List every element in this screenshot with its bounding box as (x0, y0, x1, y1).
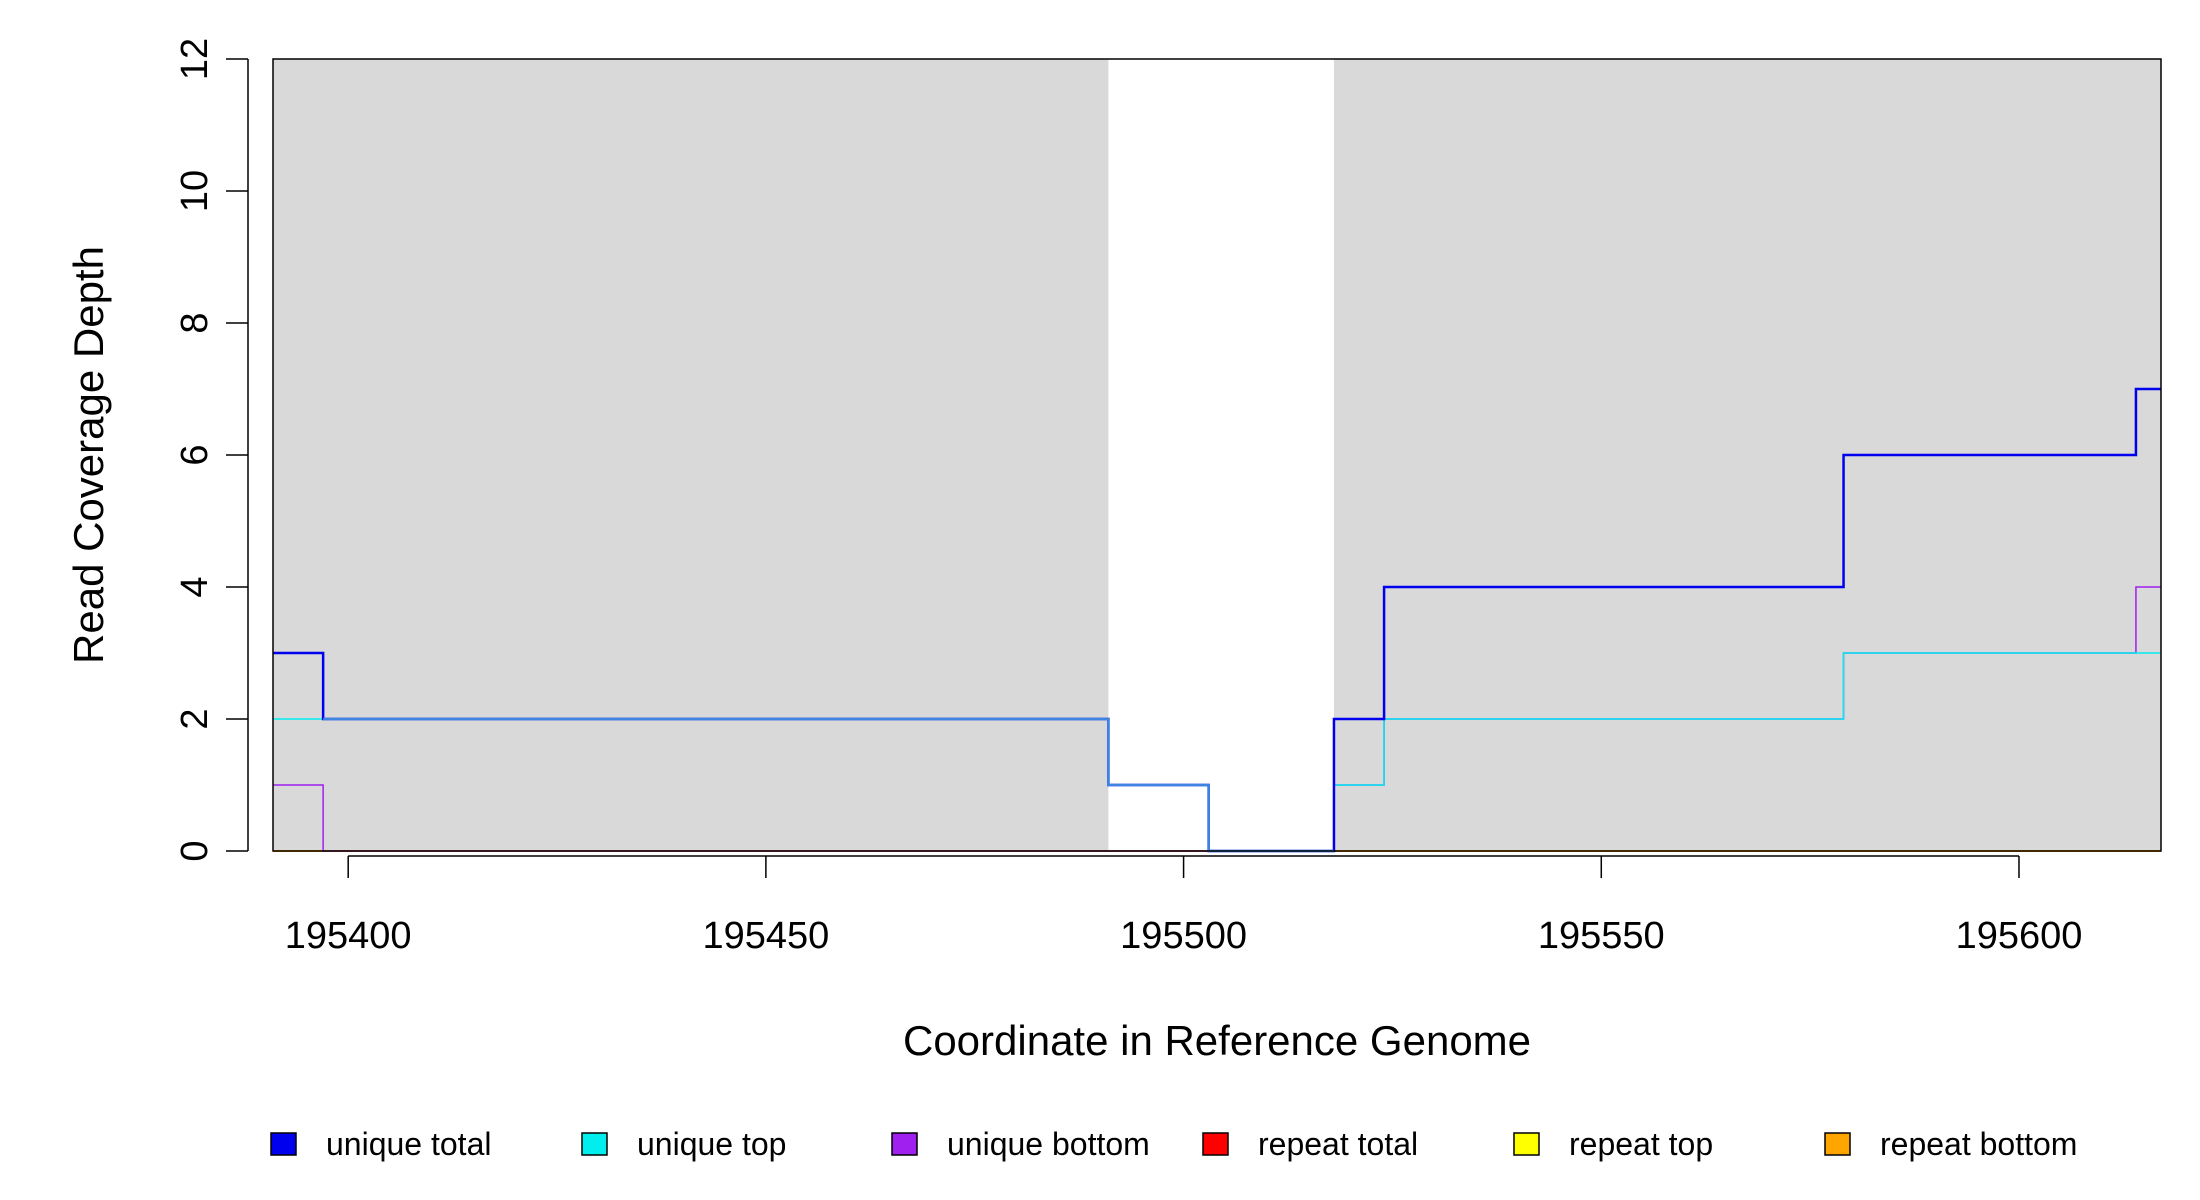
legend-label-unique-bottom: unique bottom (947, 1126, 1150, 1162)
x-axis-title: Coordinate in Reference Genome (903, 1017, 1531, 1064)
y-tick-label-12: 12 (174, 38, 216, 80)
legend-label-unique-total: unique total (326, 1126, 491, 1162)
y-tick-label-4: 4 (174, 576, 216, 597)
legend-label-repeat-total: repeat total (1258, 1126, 1418, 1162)
y-tick-label-2: 2 (174, 708, 216, 729)
legend-swatch-repeat-top (1513, 1132, 1540, 1156)
plot-frame (272, 58, 2162, 852)
legend-label-repeat-top: repeat top (1569, 1126, 1713, 1162)
legend-swatch-unique-top (581, 1132, 608, 1156)
y-axis: 0 2 4 6 8 10 12 (174, 38, 249, 862)
x-tick-label-195600: 195600 (1956, 915, 2083, 957)
legend: unique total unique top unique bottom repea… (270, 1126, 2077, 1162)
legend-label-unique-top: unique top (637, 1126, 786, 1162)
x-tick-label-195550: 195550 (1538, 915, 1665, 957)
y-tick-label-10: 10 (174, 170, 216, 212)
legend-swatch-repeat-total (1202, 1132, 1229, 1156)
x-tick-label-195450: 195450 (702, 915, 829, 957)
y-tick-label-8: 8 (174, 312, 216, 333)
x-axis: 195400 195450 195500 195550 195600 (285, 855, 2083, 957)
y-tick-label-0: 0 (174, 840, 216, 861)
y-axis-title: Read Coverage Depth (65, 246, 112, 664)
x-tick-label-195500: 195500 (1120, 915, 1247, 957)
legend-swatch-unique-bottom (891, 1132, 918, 1156)
legend-swatch-unique-total (270, 1132, 297, 1156)
legend-swatch-repeat-bottom (1824, 1132, 1851, 1156)
shaded-region-1 (273, 59, 1109, 851)
x-tick-label-195400: 195400 (285, 915, 412, 957)
y-tick-label-6: 6 (174, 444, 216, 465)
legend-label-repeat-bottom: repeat bottom (1880, 1126, 2077, 1162)
